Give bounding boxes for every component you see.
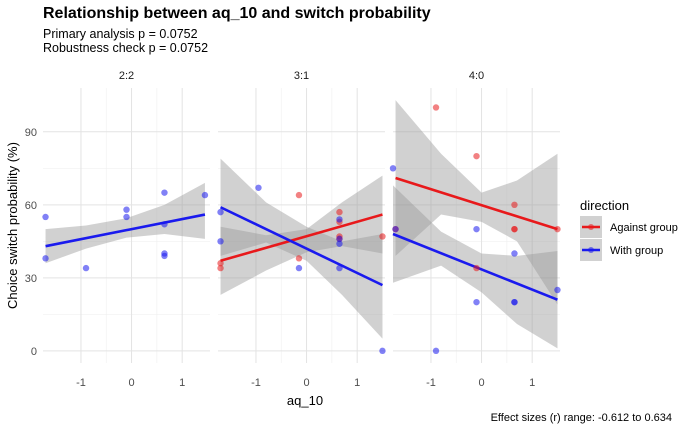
data-point-against-group — [295, 191, 303, 199]
x-tick-label: 1 — [529, 377, 535, 389]
data-point-against-group — [511, 225, 518, 233]
data-point-with-group — [217, 238, 224, 245]
data-point-against-group — [217, 264, 224, 272]
legend-title: direction — [580, 198, 629, 213]
data-point-with-group — [389, 165, 397, 172]
data-point-against-group — [473, 152, 480, 160]
data-point-with-group — [473, 298, 480, 306]
data-point-with-group — [82, 264, 90, 272]
chart-title: Relationship between aq_10 and switch pr… — [43, 5, 431, 22]
data-point-with-group — [42, 255, 49, 262]
fit-line-with-group — [45, 213, 206, 248]
chart-subtitle-robustness: Robustness check p = 0.0752 — [43, 41, 209, 55]
data-point-with-group — [473, 225, 480, 233]
data-point-with-group — [336, 235, 343, 243]
data-point-with-group — [336, 264, 343, 272]
data-point-with-group — [432, 347, 440, 355]
confidence-band-with-group — [220, 158, 383, 339]
data-point-with-group — [554, 286, 561, 294]
x-tick-label: 0 — [478, 377, 484, 389]
chart-subtitle-primary: Primary analysis p = 0.0752 — [43, 27, 198, 41]
x-tick-label: -1 — [76, 377, 86, 389]
legend-label-with-group: With group — [610, 245, 663, 257]
x-tick-label: 1 — [179, 377, 185, 389]
x-tick-label: 0 — [303, 377, 309, 389]
facet-label-4-0: 4:0 — [469, 70, 484, 82]
x-tick-label: 0 — [128, 377, 134, 389]
data-point-with-group — [336, 216, 343, 223]
data-point-against-group — [554, 225, 561, 233]
data-point-with-group — [255, 184, 262, 191]
data-point-against-group — [336, 208, 343, 216]
legend-key-point — [588, 224, 594, 230]
fit-line-against-group — [395, 176, 558, 231]
data-point-with-group — [295, 264, 303, 272]
data-point-with-group — [161, 189, 168, 196]
data-point-with-group — [392, 225, 399, 233]
data-point-with-group — [161, 252, 168, 260]
data-point-with-group — [123, 213, 130, 221]
fit-line-with-group — [219, 206, 384, 287]
data-point-against-group — [432, 104, 440, 111]
facet-label-3-1: 3:1 — [294, 70, 309, 82]
data-point-against-group — [511, 201, 518, 209]
data-point-against-group — [379, 233, 386, 240]
data-point-against-group — [217, 260, 224, 267]
facet-label-2-2: 2:2 — [119, 70, 134, 82]
x-tick-label: -1 — [426, 377, 436, 389]
data-point-with-group — [161, 221, 168, 228]
data-point-with-group — [123, 206, 130, 213]
data-point-against-group — [473, 264, 480, 272]
data-point-with-group — [379, 347, 386, 355]
legend-label-against-group: Against group — [610, 222, 678, 234]
data-point-with-group — [201, 191, 209, 199]
data-point-with-group — [511, 250, 518, 257]
x-axis-title: aq_10 — [287, 393, 323, 408]
legend-key-point — [588, 247, 594, 253]
x-tick-label: -1 — [251, 377, 261, 389]
data-point-against-group — [295, 255, 303, 262]
confidence-band-against-group — [220, 175, 383, 295]
data-point-with-group — [217, 208, 224, 216]
y-axis-title: Choice switch probability (%) — [5, 142, 20, 309]
y-tick-label: 90 — [25, 127, 37, 139]
y-tick-label: 60 — [25, 200, 37, 212]
data-point-with-group — [336, 240, 343, 247]
fit-line-against-group — [220, 213, 383, 263]
confidence-band-with-group — [45, 182, 205, 264]
chart-caption: Effect sizes (r) range: -0.612 to 0.634 — [490, 412, 672, 424]
data-point-with-group — [511, 298, 518, 306]
data-point-with-group — [42, 213, 49, 221]
x-tick-label: 1 — [354, 377, 360, 389]
y-tick-label: 0 — [31, 346, 37, 358]
y-tick-label: 30 — [25, 273, 37, 285]
